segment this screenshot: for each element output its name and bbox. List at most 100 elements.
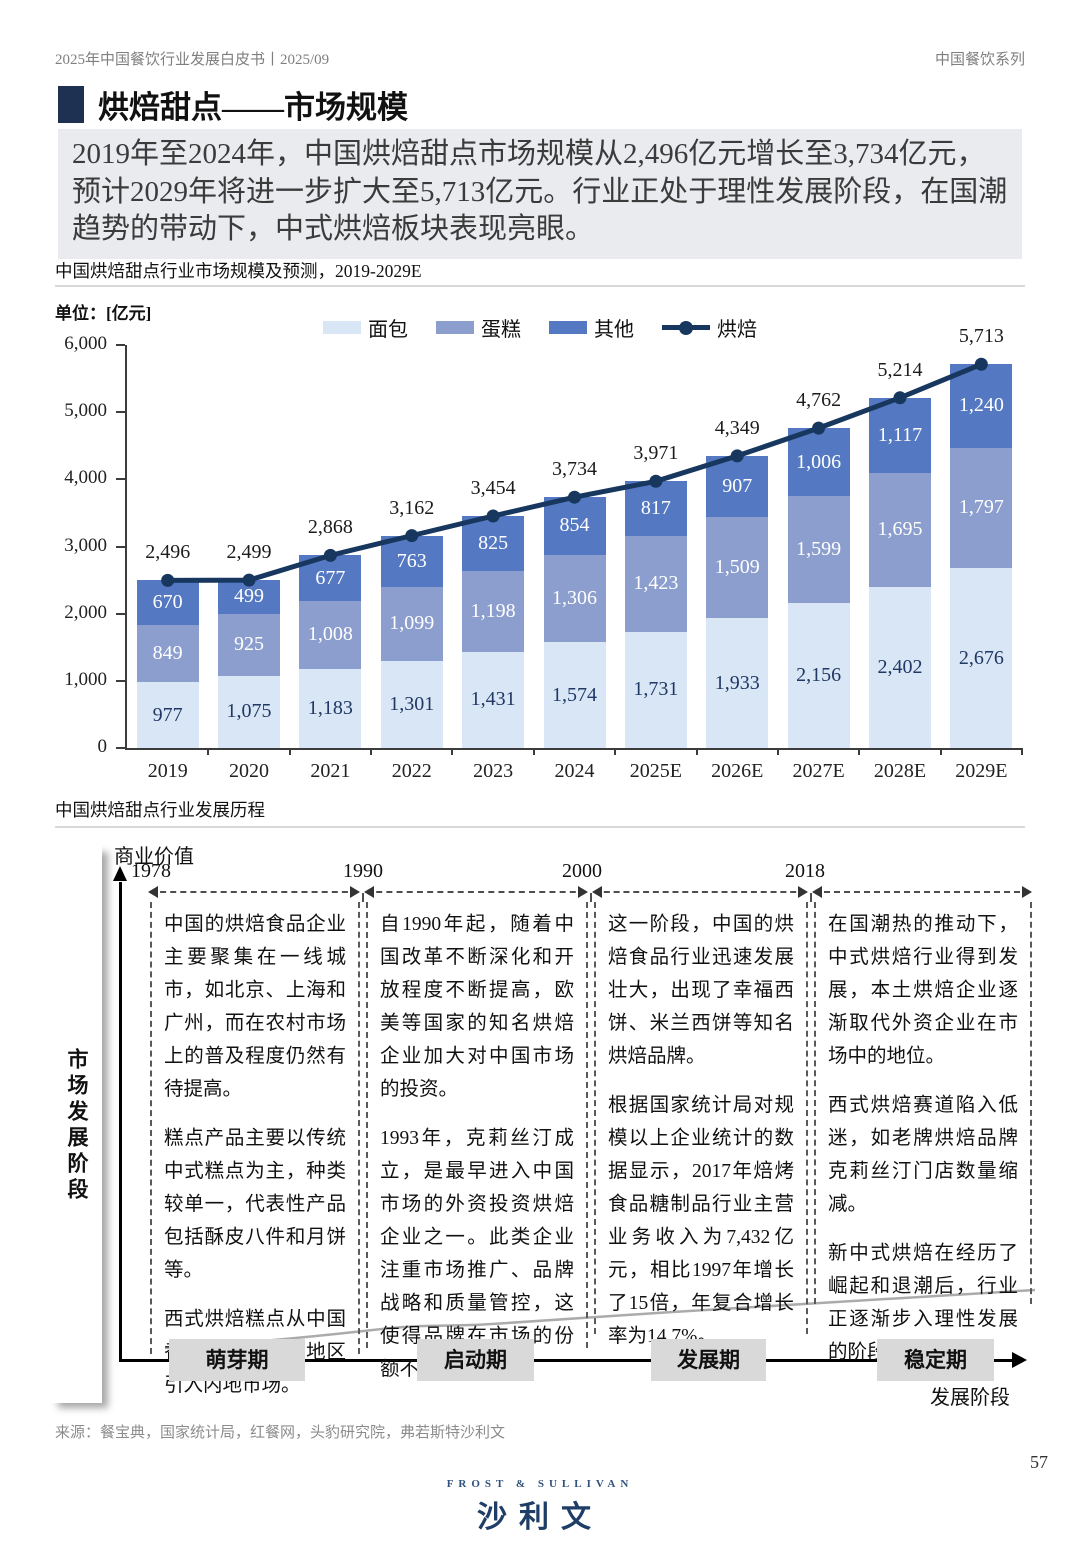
bar-segment-其他: 817 [624,481,687,537]
timeline-year-label: 2000 [562,860,602,882]
bar-segment-value: 2,402 [877,655,923,678]
era-paragraph: 在国潮热的推动下，中式烘焙行业得到发展，本土烘焙企业逐渐取代外资企业在市场中的地… [828,914,1018,1067]
bar-segment-面包: 2,156 [787,603,850,748]
bar-segment-面包: 1,933 [706,618,769,748]
legend-label: 面包 [368,319,408,341]
chart-title: 中国烘焙甜点行业市场规模及预测，2019-2029E [55,261,422,281]
y-axis-tick [116,612,125,615]
y-axis-tick [116,344,125,346]
legend-line-marker [662,320,710,335]
page-title: 烘焙甜点——市场规模 [98,90,408,125]
arrow-right-icon [350,886,360,898]
bar-total-label: 3,162 [389,496,435,519]
bar-segment-蛋糕: 1,797 [950,447,1013,569]
timeline-dashed-arrow [812,886,1032,898]
timeline-x-axis-arrow-icon [1012,1352,1027,1368]
bar-segment-其他: 1,117 [868,397,931,473]
bar-segment-value: 1,183 [307,696,353,719]
x-axis-tick [695,748,698,755]
x-axis-tick [858,748,861,755]
summary-highlight: 2019年至2024年，中国烘焙甜点市场规模从2,496亿元增长至3,734亿元… [58,129,1022,259]
bar-segment-value: 825 [478,532,509,555]
bar-segment-蛋糕: 1,306 [543,554,606,643]
timeline-junction-tick [362,893,364,902]
era-paragraph: 这一阶段，中国的烘焙食品行业迅速发展壮大，出现了幸福西饼、米兰西饼等知名烘焙品牌… [608,914,794,1067]
x-axis-label: 2023 [473,760,514,782]
bar-segment-value: 1,509 [714,556,760,578]
divider-line [55,285,1025,287]
legend-swatch [323,321,361,334]
legend-item: 蛋糕 [436,313,521,342]
bar-segment-面包: 1,574 [543,642,606,748]
era-paragraph: 中国的烘焙食品企业主要聚集在一线城市，如北京、上海和广州，而在农村市场上的普及程… [164,914,346,1100]
source-note: 来源：餐宝典，国家统计局，红餐网，头豹研究院，弗若斯特沙利文 [55,1425,506,1441]
bar-total-label: 5,214 [877,358,923,381]
x-axis-tick [776,748,779,755]
bar-segment-蛋糕: 1,008 [299,600,362,669]
bar-segment-蛋糕: 1,599 [787,495,850,604]
bar-segment-value: 1,117 [877,423,923,446]
bar-segment-其他: 1,006 [787,428,850,496]
bar-segment-value: 670 [152,591,183,614]
bar-segment-面包: 977 [136,682,199,748]
bar-total-label: 3,734 [552,458,597,481]
bar-segment-蛋糕: 925 [218,613,281,676]
timeline-side-ribbon [50,845,102,1403]
timeline-year-label: 1978 [131,860,171,882]
bar-total-label: 3,454 [470,477,516,500]
bar-segment-其他: 670 [136,580,199,626]
timeline-year-label: 1990 [343,860,383,882]
bar-segment-value: 1,574 [552,683,597,706]
bar-segment-value: 1,797 [958,496,1004,519]
y-axis-label: 3,000 [64,534,107,556]
timeline-era-column: 这一阶段，中国的烘焙食品行业迅速发展壮大，出现了幸福西饼、米兰西饼等知名烘焙品牌… [594,902,808,1347]
timeline-y-axis [119,882,122,1361]
bar-segment-value: 1,240 [958,394,1004,417]
bar-segment-value: 2,676 [958,646,1004,669]
y-axis-tick [116,478,125,481]
bar-total-label: 4,349 [714,416,760,439]
bar-total-label: 2,496 [145,541,191,564]
timeline-section-title: 中国烘焙甜点行业发展历程 [55,800,265,820]
header-right: 中国餐饮系列 [934,52,1025,68]
bar-total-label: 4,762 [796,389,842,412]
bar-segment-value: 1,599 [796,538,842,560]
phase-box: 稳定期 [877,1339,994,1381]
x-axis-tick [288,748,291,755]
footer-logo: FROST & SULLIVAN 沙利文 [0,1478,1080,1536]
x-axis-tick [1021,748,1023,755]
legend-swatch [549,321,587,334]
bar-total-label: 5,713 [958,325,1004,348]
bar-segment-value: 1,198 [470,600,516,623]
timeline-dashed-arrow [148,886,360,898]
bar-segment-value: 925 [234,633,265,656]
title-bullet-square [58,86,84,123]
bar-segment-面包: 1,431 [462,651,525,748]
x-axis-label: 2022 [391,760,432,782]
x-axis-tick [939,748,942,755]
bar-segment-value: 1,695 [877,518,923,541]
y-axis-label: 6,000 [64,333,107,354]
legend-item: 其他 [549,313,634,342]
bar-segment-面包: 1,075 [218,675,281,748]
x-axis-tick [370,748,373,755]
x-axis-label: 2028E [873,760,927,782]
timeline-junction-tick [810,893,812,902]
bar-segment-value: 499 [234,585,265,608]
bar-segment-其他: 763 [380,535,443,587]
arrow-right-icon [578,886,588,898]
timeline-junction-tick [590,893,592,902]
bar-segment-value: 1,099 [389,612,435,635]
arrow-left-icon [592,886,602,898]
bar-segment-value: 1,301 [389,692,435,715]
bar-segment-面包: 2,676 [950,568,1013,748]
bar-segment-蛋糕: 1,198 [462,571,525,652]
legend-item: 烘焙 [662,313,757,342]
arrow-right-icon [1022,886,1032,898]
y-axis-label: 2,000 [64,601,107,623]
arrow-left-icon [148,886,158,898]
chart-legend: 面包 蛋糕 其他 烘焙 [55,313,1025,342]
x-axis-tick [614,748,617,755]
x-axis-label: 2021 [310,760,351,782]
